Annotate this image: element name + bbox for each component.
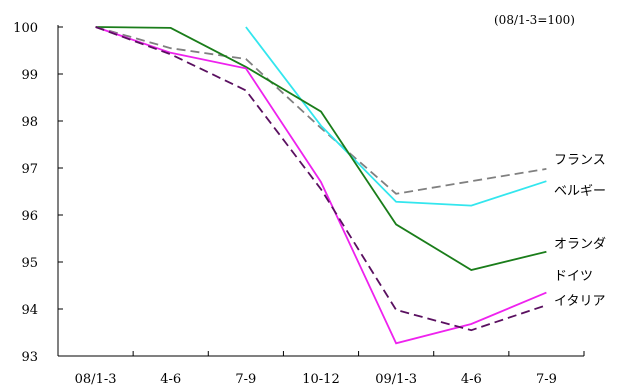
series-label: フランス: [554, 153, 606, 168]
x-tick-label: 4-6: [461, 372, 482, 385]
series-label: オランダ: [554, 237, 606, 252]
y-tick-label: 99: [21, 68, 38, 83]
x-tick-label: 09/1-3: [375, 372, 417, 385]
series-line: [95, 26, 547, 332]
series-line: [95, 26, 547, 195]
series-line: [95, 26, 547, 271]
x-tick-label: 10-12: [302, 372, 339, 385]
series-line: [245, 26, 547, 207]
y-tick-label: 95: [21, 256, 38, 271]
y-tick-label: 96: [21, 209, 38, 224]
series-label: ベルギー: [554, 184, 606, 199]
chart-series: [95, 26, 547, 345]
x-tick-label: 08/1-3: [75, 372, 117, 385]
x-tick-label: 4-6: [160, 372, 181, 385]
chart-axes: 100 99 98 97 96 95 94 93 08/1-3 4-6 7-9 10-12 09/1-3…: [13, 21, 585, 385]
y-tick-label: 100: [13, 21, 38, 36]
series-line: [95, 26, 547, 345]
y-tick-label: 98: [21, 115, 38, 130]
x-tick-label: 7-9: [235, 372, 256, 385]
series-label: イタリア: [554, 294, 605, 309]
y-tick-label: 94: [21, 303, 38, 318]
x-tick-label: 7-9: [536, 372, 557, 385]
series-label: ドイツ: [554, 269, 593, 284]
y-tick-label: 93: [21, 350, 38, 365]
chart-note: (08/1-3=100): [494, 13, 575, 27]
y-tick-label: 97: [21, 162, 38, 177]
